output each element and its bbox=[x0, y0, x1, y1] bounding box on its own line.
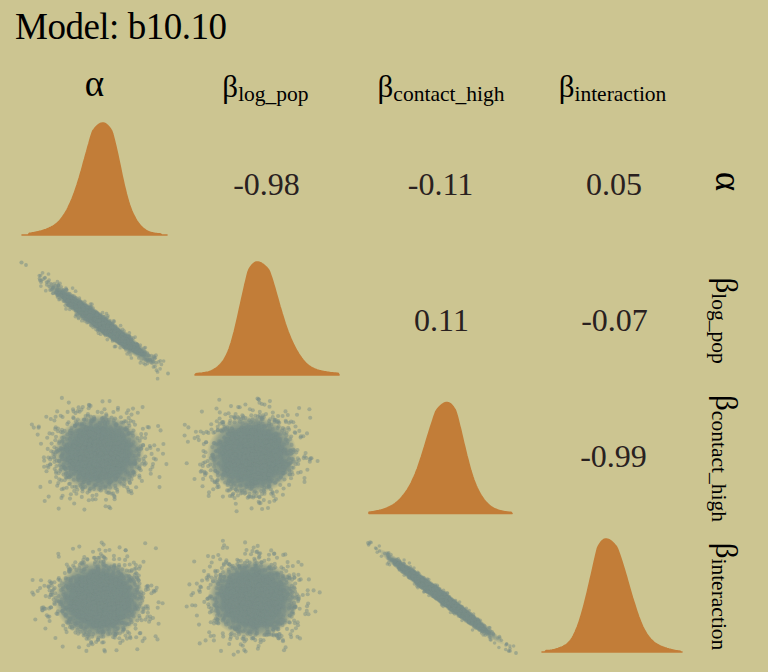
svg-text:-0.07: -0.07 bbox=[581, 302, 648, 338]
svg-text:-0.11: -0.11 bbox=[408, 166, 473, 202]
svg-text:-0.99: -0.99 bbox=[580, 438, 647, 474]
svg-text:α: α bbox=[85, 63, 104, 104]
svg-text:α: α bbox=[708, 172, 749, 191]
svg-text:Model: b10.10: Model: b10.10 bbox=[15, 6, 226, 47]
svg-text:0.05: 0.05 bbox=[586, 166, 642, 202]
svg-text:0.11: 0.11 bbox=[414, 302, 469, 338]
svg-text:-0.98: -0.98 bbox=[233, 166, 300, 202]
